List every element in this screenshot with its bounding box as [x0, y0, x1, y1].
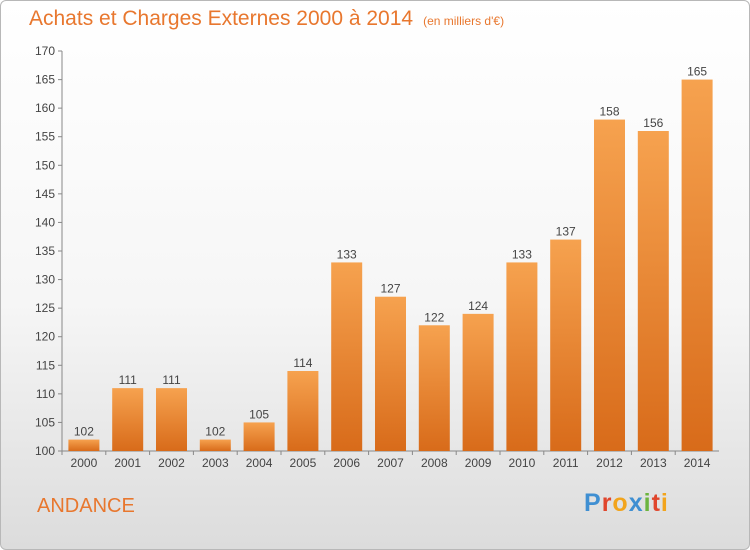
y-tick-label: 100	[35, 444, 55, 458]
x-tick-label: 2000	[71, 456, 98, 470]
data-label: 105	[249, 407, 269, 421]
data-label: 124	[468, 299, 488, 313]
data-label: 114	[293, 356, 312, 370]
x-tick-label: 2008	[421, 456, 448, 470]
data-label: 165	[687, 65, 707, 79]
y-tick-label: 165	[35, 73, 55, 87]
brand-letter: x	[628, 489, 644, 517]
data-label: 111	[119, 373, 138, 387]
data-label: 122	[424, 310, 444, 324]
data-label: 133	[337, 247, 357, 261]
data-label: 102	[74, 425, 94, 439]
brand-letter: i	[643, 489, 652, 517]
bar	[418, 325, 450, 451]
y-tick-label: 130	[35, 273, 55, 287]
brand-letter: i	[660, 489, 669, 517]
bars	[68, 79, 713, 452]
y-tick-label: 145	[35, 187, 55, 201]
x-tick-label: 2003	[202, 456, 229, 470]
chart-title-text: Achats et Charges Externes 2000 à 2014	[29, 7, 414, 30]
chart-title: Achats et Charges Externes 2000 à 2014 (e…	[29, 7, 504, 31]
location-label: ANDANCE	[37, 495, 135, 517]
data-label: 158	[599, 105, 619, 119]
bar	[681, 79, 713, 452]
bar	[462, 313, 494, 451]
bar	[243, 422, 275, 451]
bar	[550, 239, 582, 451]
bar	[112, 388, 144, 451]
data-label: 111	[162, 373, 181, 387]
y-tick-label: 140	[35, 215, 55, 229]
y-tick-label: 120	[35, 330, 55, 344]
x-tick-label: 2014	[684, 456, 711, 470]
y-tick-label: 125	[35, 301, 55, 315]
chart-unit: (en milliers d'€)	[423, 14, 505, 28]
y-tick-label: 160	[35, 101, 55, 115]
bar	[156, 388, 187, 451]
data-label: 127	[380, 282, 400, 296]
y-tick-label: 115	[36, 358, 55, 372]
x-tick-label: 2013	[640, 456, 667, 470]
brand-logo: Proxiti	[584, 489, 669, 518]
x-tick-label: 2006	[333, 456, 360, 470]
x-tick-label: 2012	[596, 456, 623, 470]
y-tick-label: 170	[35, 44, 55, 58]
x-tick-label: 2002	[158, 456, 185, 470]
bar	[594, 119, 625, 452]
bar	[506, 262, 538, 451]
brand-letter: P	[584, 489, 602, 517]
data-label: 137	[556, 225, 576, 239]
data-label: 102	[205, 425, 225, 439]
x-tick-label: 2009	[465, 456, 492, 470]
x-tick-label: 2010	[509, 456, 536, 470]
x-tick-label: 2011	[553, 456, 579, 470]
y-tick-label: 105	[35, 415, 55, 429]
data-label: 133	[512, 247, 532, 261]
bar	[68, 439, 100, 451]
y-tick-label: 155	[35, 130, 55, 144]
y-tick-label: 135	[35, 244, 55, 258]
x-tick-label: 2007	[377, 456, 404, 470]
brand-letter: t	[651, 489, 661, 517]
bar	[331, 262, 363, 451]
brand-letter: r	[601, 489, 613, 517]
y-tick-label: 150	[35, 158, 55, 172]
data-label: 156	[643, 116, 663, 130]
bar	[637, 131, 669, 451]
bar	[375, 296, 406, 451]
y-tick-label: 110	[36, 387, 55, 401]
x-tick-label: 2005	[290, 456, 317, 470]
brand-letter: o	[612, 489, 629, 517]
bar	[287, 371, 319, 451]
x-tick-label: 2004	[246, 456, 273, 470]
data-labels: 102 111 111 102 105 114 133 127 122 124 133 137 158 1…	[74, 65, 708, 439]
bar	[199, 439, 231, 451]
x-tick-label: 2001	[114, 456, 141, 470]
